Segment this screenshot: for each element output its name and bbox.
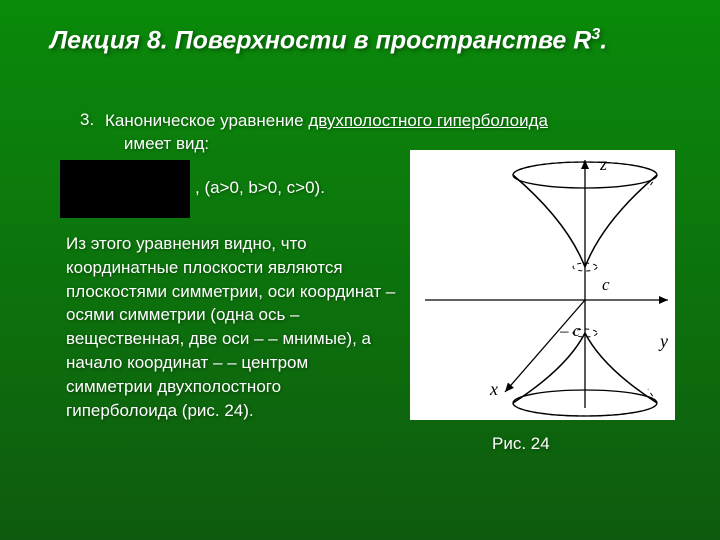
list-heading: Каноническое уравнение двухполостного ги… — [105, 110, 650, 156]
equation-occluded — [60, 160, 190, 218]
heading-underlined: двухполостного гиперболоида — [308, 111, 548, 130]
svg-text:y: y — [658, 331, 668, 351]
svg-text:z: z — [599, 154, 607, 174]
svg-text:c: c — [602, 275, 610, 294]
heading-line2: имеет вид: — [124, 134, 209, 153]
slide-title: Лекция 8. Поверхности в пространстве R3. — [50, 26, 670, 55]
title-post: . — [600, 26, 607, 54]
list-number: 3. — [80, 110, 94, 130]
heading-plain: Каноническое уравнение — [105, 111, 308, 130]
svg-text:x: x — [489, 379, 498, 399]
body-paragraph: Из этого уравнения видно, что координатн… — [66, 232, 396, 422]
figure-hyperboloid: z y x c – c — [410, 150, 675, 420]
title-pre: Лекция 8. Поверхности в пространстве R — [50, 26, 591, 54]
figure-caption: Рис. 24 — [492, 434, 550, 454]
title-sup: 3 — [591, 26, 600, 43]
slide: Лекция 8. Поверхности в пространстве R3.… — [0, 0, 720, 540]
svg-text:– c: – c — [559, 321, 581, 340]
parameter-conditions: , (a>0, b>0, c>0). — [195, 178, 325, 198]
